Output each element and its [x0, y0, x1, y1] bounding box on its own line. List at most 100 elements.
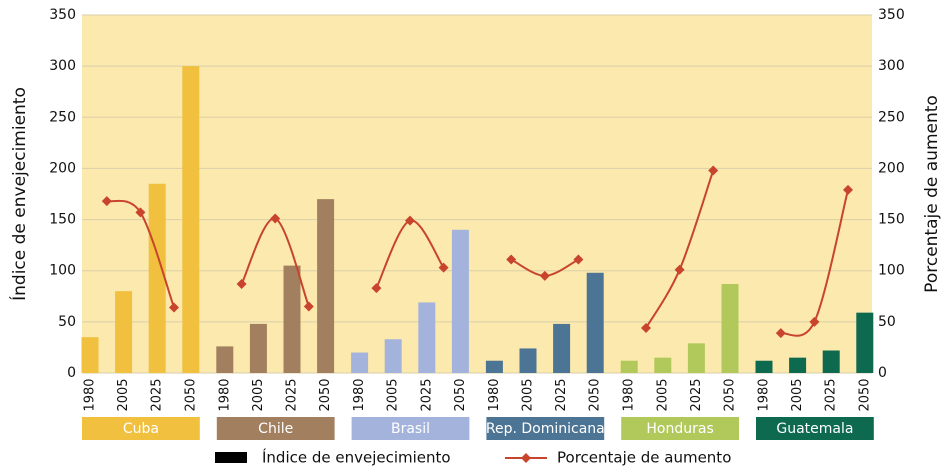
legend-label: Porcentaje de aumento — [557, 449, 731, 467]
x-tick-label: 2005 — [386, 378, 401, 411]
line-marker — [843, 184, 853, 195]
group-label: Brasil — [391, 421, 430, 437]
y-tick-label: 350 — [49, 7, 76, 23]
bar — [81, 337, 99, 373]
y-tick-label: 200 — [49, 160, 76, 176]
line-marker — [438, 262, 449, 273]
line-marker — [303, 301, 314, 312]
legend-marker — [521, 453, 531, 463]
bar — [519, 348, 537, 373]
y2-tick-label: 0 — [878, 365, 887, 381]
group-label-box — [621, 417, 739, 440]
y2-tick-label: 150 — [878, 212, 905, 228]
x-tick-label: 2005 — [116, 378, 131, 411]
x-tick-label: 2005 — [655, 378, 670, 411]
y2-tick-label: 100 — [878, 263, 905, 279]
x-tick-label: 1980 — [352, 378, 367, 411]
bar — [182, 66, 200, 374]
x-tick-label: 2025 — [285, 378, 300, 411]
bar — [249, 323, 267, 373]
group-label: Honduras — [646, 421, 713, 437]
y2-axis-label: Porcentaje de aumento — [922, 95, 942, 293]
bar — [283, 265, 301, 373]
legend-label: Índice de envejecimiento — [262, 448, 451, 467]
x-tick-label: 1980 — [622, 378, 637, 411]
line-marker — [809, 316, 820, 327]
y-tick-label: 300 — [49, 58, 76, 74]
y-tick-label: 250 — [49, 109, 76, 125]
x-tick-label: 1980 — [83, 378, 98, 411]
bar — [789, 357, 807, 373]
line-marker — [169, 302, 179, 313]
bar — [586, 272, 604, 373]
x-tick-label: 1980 — [217, 378, 232, 411]
x-tick-label: 2050 — [318, 378, 333, 411]
x-tick-label: 2050 — [857, 378, 872, 411]
bar — [485, 360, 503, 373]
group-label-box — [756, 417, 874, 440]
y-axis-label: Índice de envejecimiento — [8, 87, 30, 301]
bar — [721, 284, 739, 373]
y2-tick-label: 250 — [878, 109, 905, 125]
line-marker — [506, 254, 517, 265]
group-label: Cuba — [123, 421, 159, 437]
bar — [351, 352, 369, 373]
x-tick-label: 2025 — [824, 378, 839, 411]
x-tick-label: 2050 — [183, 378, 198, 411]
x-tick-label: 2025 — [150, 378, 165, 411]
bar — [687, 343, 705, 373]
x-tick-label: 2025 — [419, 378, 434, 411]
x-tick-label: 2050 — [723, 378, 738, 411]
line-marker — [775, 328, 786, 339]
line-marker — [641, 322, 651, 333]
bar — [620, 360, 638, 373]
bar — [384, 339, 402, 373]
x-tick-label: 2005 — [251, 378, 266, 411]
y-tick-label: 50 — [58, 314, 76, 330]
y2-tick-label: 50 — [878, 314, 896, 330]
line-marker — [135, 207, 146, 218]
group-label-box — [486, 417, 605, 440]
bar — [148, 183, 166, 373]
x-tick-label: 2025 — [554, 378, 569, 411]
x-tick-label: 2050 — [588, 378, 603, 411]
x-tick-label: 2005 — [790, 378, 805, 411]
bar — [418, 302, 436, 373]
bar — [755, 360, 773, 373]
bar — [115, 291, 133, 373]
y2-tick-label: 200 — [878, 160, 905, 176]
group-label-box — [216, 417, 335, 440]
line — [780, 189, 849, 337]
bar — [822, 350, 840, 373]
line-marker — [236, 279, 247, 290]
line-marker — [674, 264, 685, 275]
x-tick-label: 2050 — [453, 378, 468, 411]
group-label-box — [351, 417, 470, 440]
bar — [856, 312, 874, 373]
group-label: Guatemala — [776, 421, 853, 437]
bar — [553, 323, 571, 373]
x-tick-label: 2025 — [689, 378, 704, 411]
legend-swatch — [215, 452, 247, 463]
y-tick-label: 100 — [49, 263, 76, 279]
bar — [317, 199, 335, 373]
line-marker — [708, 165, 719, 176]
bar — [216, 346, 234, 373]
plot-area — [82, 15, 872, 373]
y2-tick-label: 350 — [878, 7, 905, 23]
group-label: Chile — [258, 421, 293, 437]
group-label-box — [82, 417, 200, 440]
line-marker — [371, 283, 382, 294]
y-tick-label: 0 — [67, 365, 76, 381]
x-tick-label: 1980 — [757, 378, 772, 411]
y-tick-label: 150 — [49, 212, 76, 228]
group-label: Rep. Dominicana — [486, 421, 605, 437]
line-marker — [270, 213, 281, 224]
line-marker — [539, 270, 550, 281]
y2-tick-label: 300 — [878, 58, 905, 74]
line-marker — [405, 215, 415, 226]
x-tick-label: 2005 — [521, 378, 536, 411]
x-tick-label: 1980 — [487, 378, 502, 411]
bar — [654, 357, 672, 373]
